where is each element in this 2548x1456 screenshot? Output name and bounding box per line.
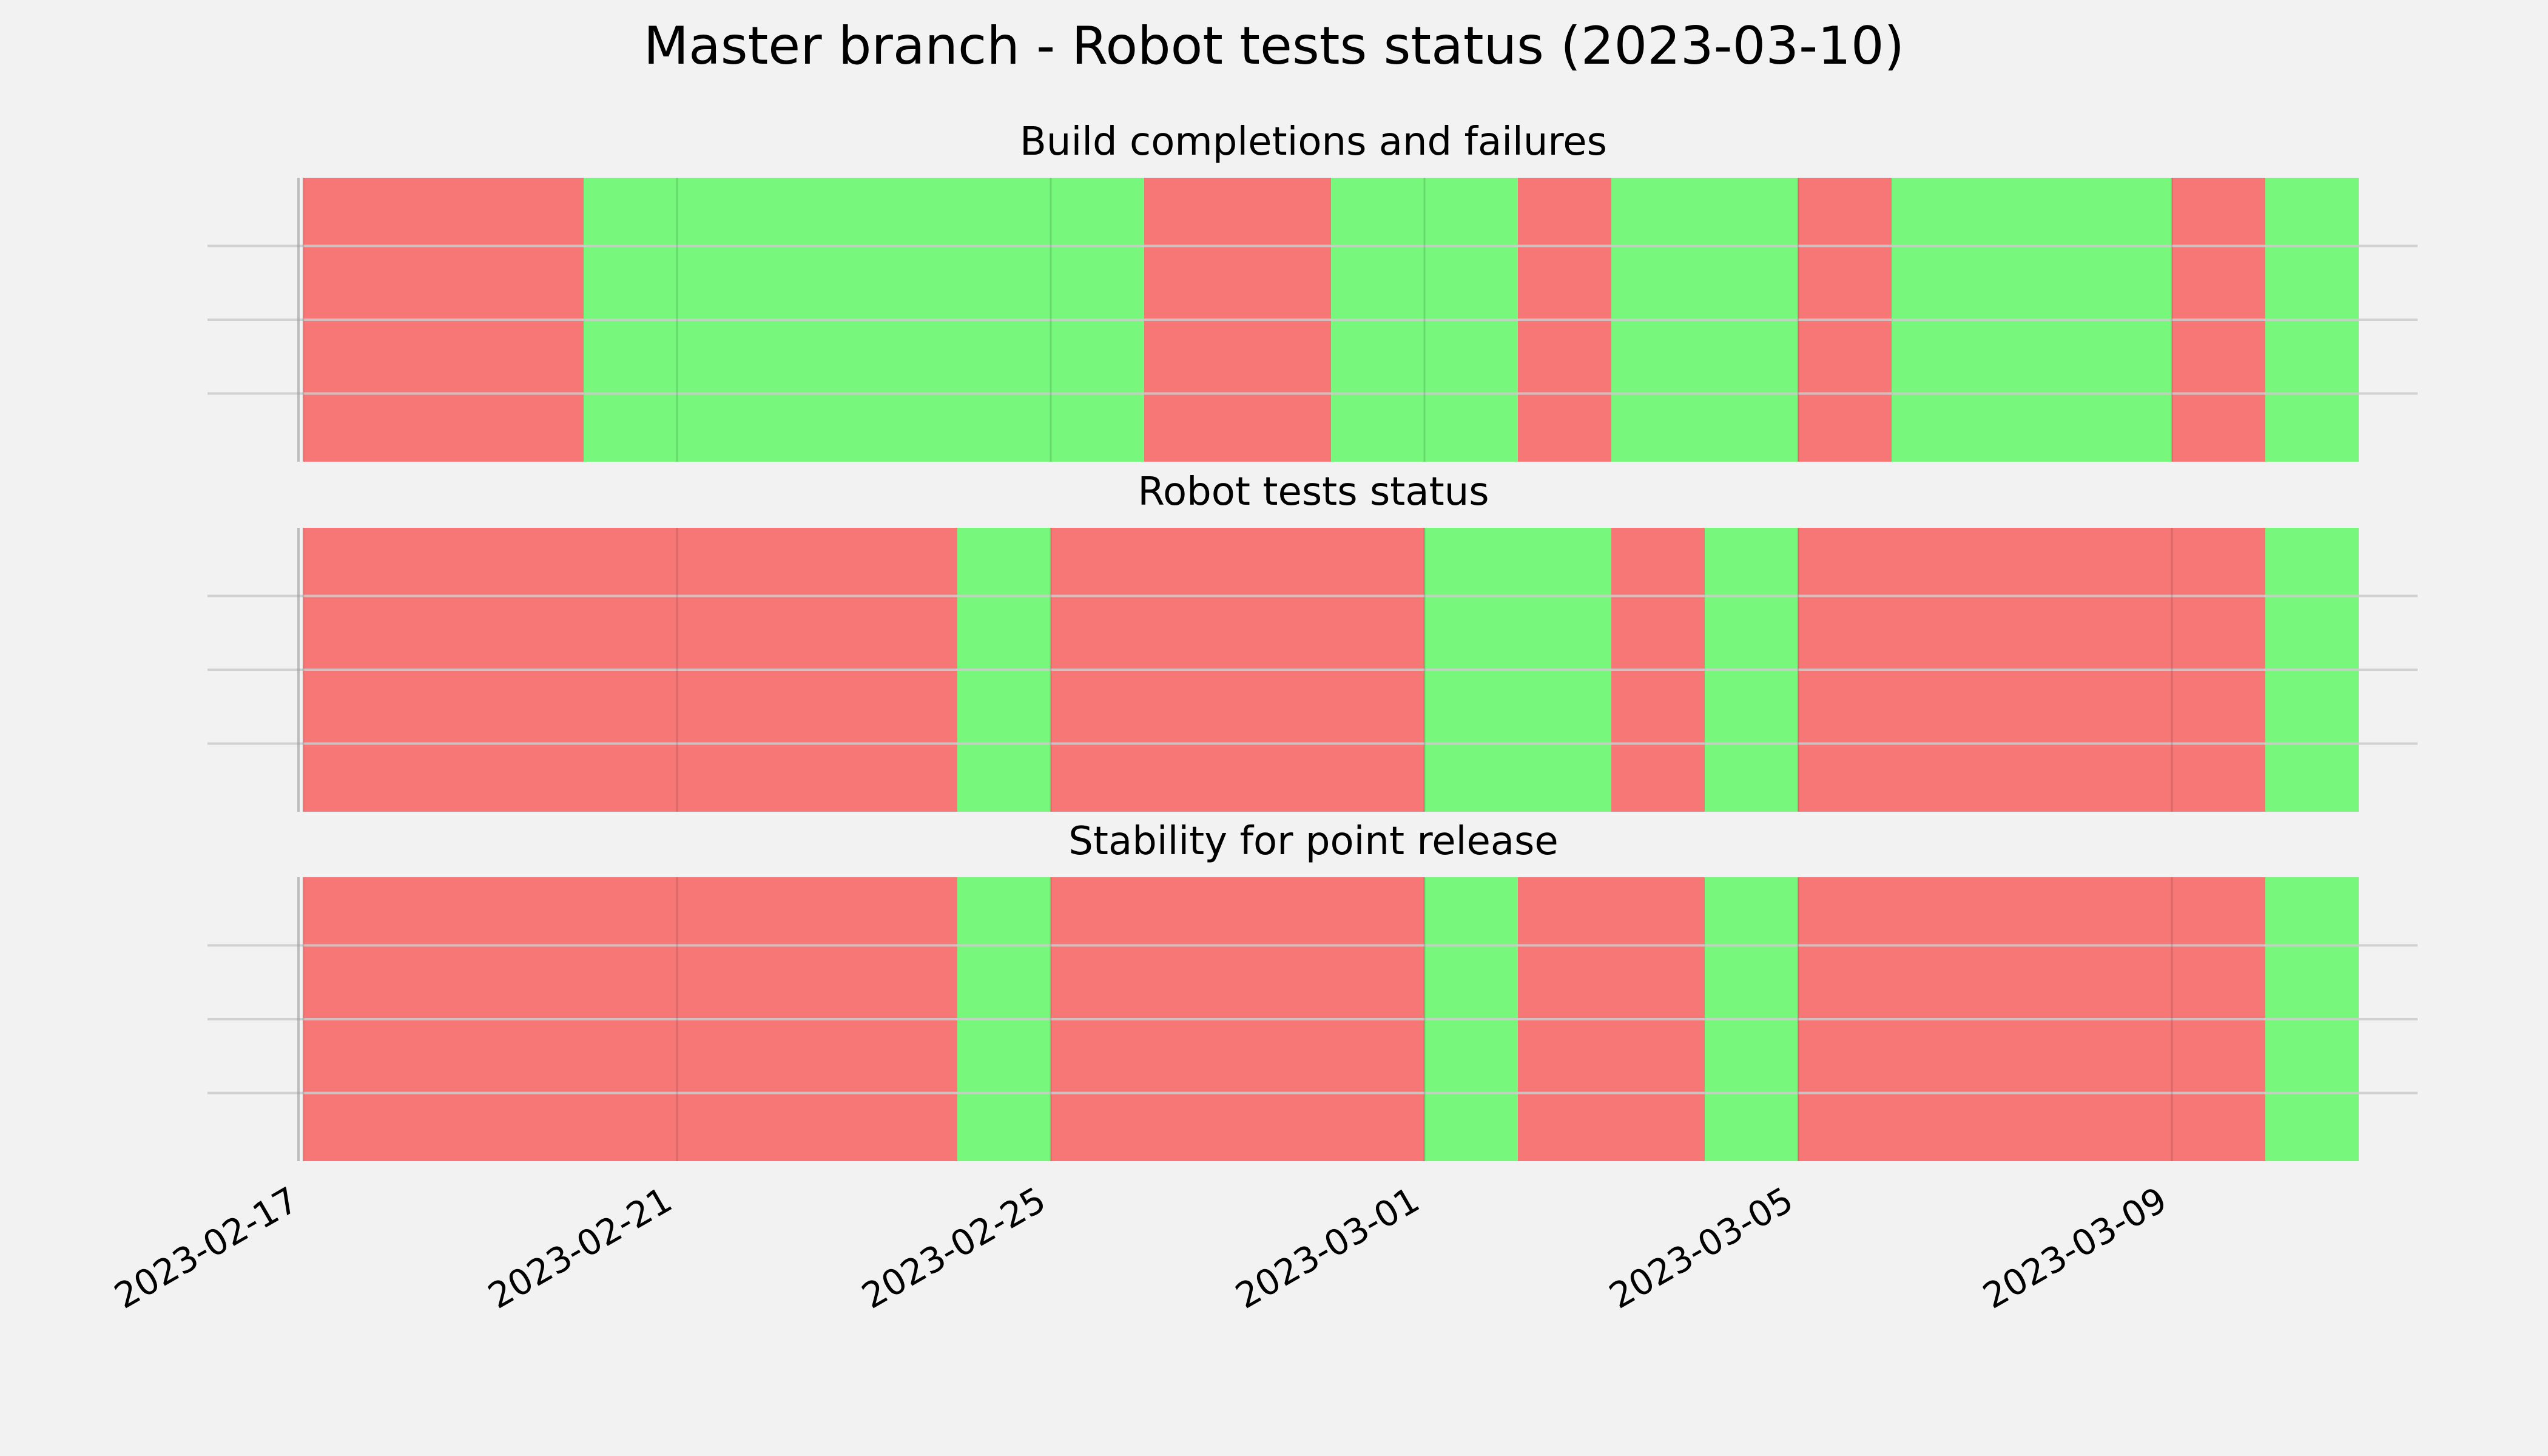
panel-title: Stability for point release bbox=[1068, 819, 1559, 864]
panels: Build completions and failures Robot test… bbox=[207, 120, 2418, 1161]
figure-title: Master branch - Robot tests status (2023… bbox=[644, 16, 1904, 76]
panel-1: Build completions and failures bbox=[207, 120, 2418, 462]
panel-3: Stability for point release bbox=[207, 819, 2418, 1161]
panel-title: Build completions and failures bbox=[1020, 120, 1607, 164]
panel-title: Robot tests status bbox=[1138, 470, 1489, 514]
panel-2: Robot tests status bbox=[207, 470, 2418, 812]
